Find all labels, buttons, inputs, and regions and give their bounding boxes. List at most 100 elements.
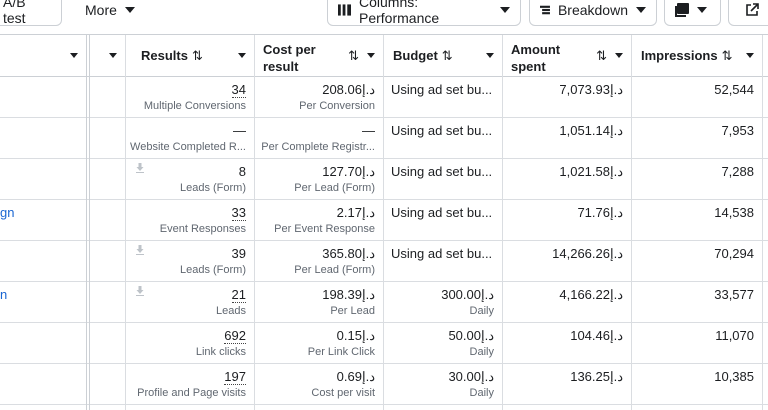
results-column-header[interactable]: Results ⇅: [126, 35, 254, 76]
name-cell[interactable]: [0, 323, 86, 363]
export-button[interactable]: [728, 0, 768, 26]
breakdown-icon: [540, 5, 550, 15]
amount-spent-value: 104.46د.إ: [570, 328, 623, 343]
impressions-cell: 10,385: [632, 364, 762, 404]
cost-type: Per Lead (Form): [294, 264, 375, 276]
results-value: —: [233, 123, 246, 138]
amount-spent-cell: 136.25د.إ: [503, 364, 631, 404]
results-value[interactable]: 21: [231, 287, 246, 303]
delivery-column-header[interactable]: [87, 35, 125, 76]
name-cell[interactable]: n: [0, 282, 86, 322]
impressions-value: 52,544: [714, 82, 754, 97]
amount-spent-value: 136.25د.إ: [570, 369, 623, 384]
cost-value: 198.39د.إ: [322, 287, 375, 302]
results-value[interactable]: 197: [224, 369, 246, 385]
column-divider[interactable]: [762, 35, 763, 410]
results-header-label: Results: [141, 48, 188, 63]
name-cell[interactable]: [0, 241, 86, 281]
cost-type: Per Complete Registr...: [261, 141, 375, 153]
amount-header-line2: spent: [511, 59, 546, 74]
budget-cell: Using ad set bu...: [384, 77, 502, 117]
results-value[interactable]: 692: [224, 328, 246, 344]
breakdown-label: Breakdown: [557, 2, 628, 18]
campaign-name-link[interactable]: gn: [0, 205, 15, 220]
budget-value: Using ad set bu...: [391, 164, 493, 179]
amount-spent-cell: 14,266.26د.إ: [503, 241, 631, 281]
sort-icon[interactable]: ⇅: [721, 47, 733, 63]
cost-type: Per Link Click: [307, 346, 375, 358]
ab-test-label: A/B test: [3, 0, 26, 26]
name-cell[interactable]: [0, 159, 86, 199]
more-button[interactable]: More: [70, 0, 146, 26]
column-divider[interactable]: [89, 35, 90, 410]
impressions-cell: 7,288: [632, 159, 762, 199]
column-divider[interactable]: [125, 35, 126, 410]
name-cell[interactable]: [0, 364, 86, 404]
chevron-down-icon: [367, 53, 375, 58]
impressions-value: 33,577: [714, 287, 754, 302]
name-cell[interactable]: [0, 118, 86, 158]
name-column-header[interactable]: [0, 35, 86, 76]
sort-icon[interactable]: ⇅: [441, 47, 453, 63]
campaign-name-link[interactable]: n: [0, 287, 8, 302]
impressions-value: 11,070: [715, 328, 754, 343]
budget-value: Using ad set bu...: [391, 82, 493, 97]
cost-header-label: Cost per result: [263, 41, 316, 75]
budget-column-header[interactable]: Budget ⇅: [384, 35, 502, 76]
amount-spent-value: 1,051.14د.إ: [559, 123, 623, 138]
results-value[interactable]: 34: [231, 82, 246, 98]
column-divider[interactable]: [254, 35, 255, 410]
download-icon: [136, 245, 144, 255]
cost-per-result-cell: 0.69د.إ Cost per visit: [255, 364, 383, 404]
budget-cell: 50.00د.إ Daily: [384, 323, 502, 363]
cost-value: 0.15د.إ: [336, 328, 375, 343]
cost-per-result-column-header[interactable]: Cost per result ⇅: [255, 35, 383, 76]
impressions-cell: 52,544: [632, 77, 762, 117]
table-row[interactable]: 8 Leads (Form) 127.70د.إ Per Lead (Form) Usi…: [0, 159, 768, 200]
ads-table: Results ⇅ Cost per result ⇅ Budget ⇅ Amo…: [0, 34, 768, 410]
results-type: Link clicks: [195, 346, 246, 358]
amount-spent-value: 4,166.22د.إ: [559, 287, 623, 302]
columns-button[interactable]: Columns: Performance: [327, 0, 521, 26]
ab-test-button[interactable]: A/B test: [0, 0, 62, 26]
results-value[interactable]: 33: [231, 205, 246, 221]
impressions-column-header[interactable]: Impressions ⇅: [632, 35, 762, 76]
impressions-cell: 33,577: [632, 282, 762, 322]
amount-spent-column-header[interactable]: Amount spent ⇅: [503, 35, 631, 76]
cost-per-result-cell: 208.06د.إ Per Conversion: [255, 77, 383, 117]
results-cell: 39 Leads (Form): [126, 241, 254, 281]
budget-cell: 300.00د.إ Daily: [384, 282, 502, 322]
cost-header-line2: result: [263, 59, 299, 74]
reports-button[interactable]: [664, 0, 721, 26]
table-row[interactable]: 34 Multiple Conversions 208.06د.إ Per Conve…: [0, 77, 768, 118]
chevron-down-icon: [124, 7, 135, 13]
download-icon: [136, 286, 144, 296]
column-divider[interactable]: [383, 35, 384, 410]
more-label: More: [85, 2, 117, 18]
cost-type: Per Event Response: [274, 223, 375, 235]
sort-icon[interactable]: ⇅: [348, 48, 359, 63]
chevron-down-icon: [636, 7, 646, 13]
column-divider[interactable]: [86, 35, 87, 410]
column-divider[interactable]: [502, 35, 503, 410]
sort-icon[interactable]: ⇅: [191, 47, 203, 63]
impressions-header-label: Impressions: [641, 48, 718, 63]
column-divider[interactable]: [631, 35, 632, 410]
sort-icon[interactable]: ⇅: [596, 48, 607, 63]
results-type: Multiple Conversions: [143, 100, 246, 112]
columns-label: Columns: Performance: [359, 0, 440, 26]
cost-value: 365.80د.إ: [322, 246, 375, 261]
table-row[interactable]: gn 33 Event Responses 2.17د.إ Per Event Resp…: [0, 200, 768, 241]
table-row[interactable]: 197 Profile and Page visits 0.69د.إ Cost pe…: [0, 364, 768, 405]
name-cell[interactable]: [0, 77, 86, 117]
columns-icon: [338, 4, 351, 16]
cost-type: Per Conversion: [299, 100, 375, 112]
name-cell[interactable]: gn: [0, 200, 86, 240]
table-row[interactable]: 692 Link clicks 0.15د.إ Per Link Click 50.00…: [0, 323, 768, 364]
table-row[interactable]: — Website Completed R... — Per Complete Reg…: [0, 118, 768, 159]
impressions-value: 14,538: [714, 205, 754, 220]
table-row[interactable]: n 21 Leads 198.39د.إ Per Lead 300.00د.إ Daily 4…: [0, 282, 768, 323]
table-row[interactable]: 39 Leads (Form) 365.80د.إ Per Lead (Form) Us…: [0, 241, 768, 282]
budget-type: Daily: [469, 387, 494, 399]
breakdown-button[interactable]: Breakdown: [529, 0, 657, 26]
